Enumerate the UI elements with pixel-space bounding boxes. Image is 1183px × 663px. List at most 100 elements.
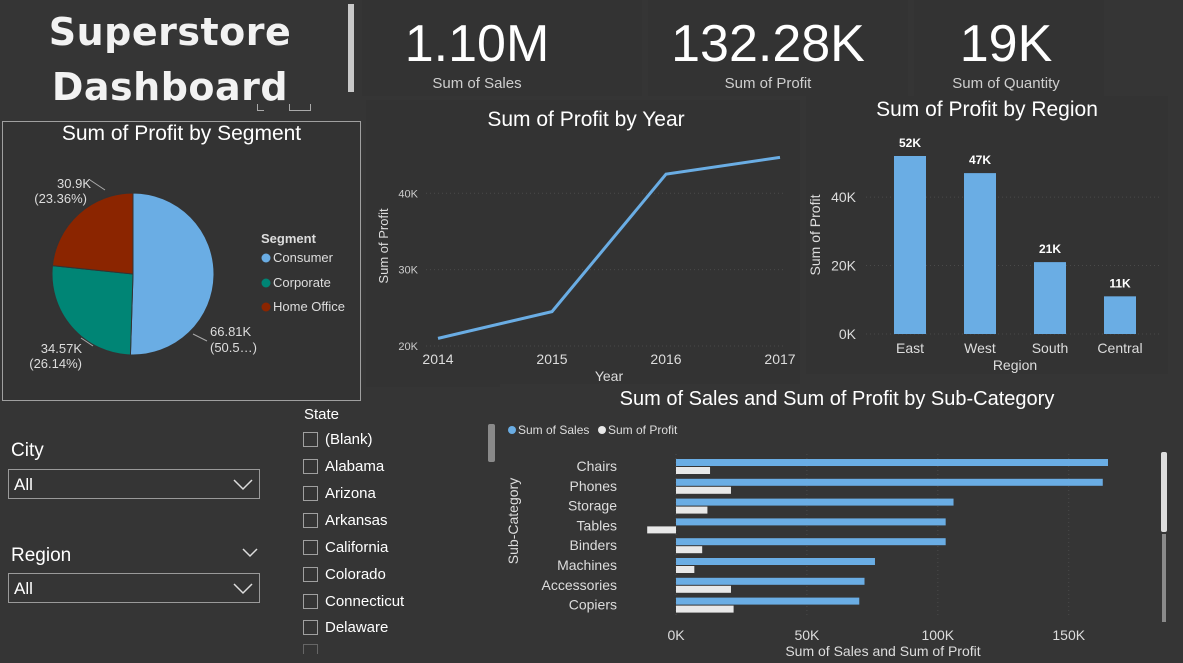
- subcat-profit-bar[interactable]: [676, 546, 703, 554]
- legend-dot-sales: [508, 426, 516, 434]
- more-options-icon[interactable]: [289, 104, 311, 111]
- state-list-scrollbar[interactable]: [488, 424, 495, 462]
- state-item[interactable]: California: [303, 536, 388, 558]
- state-item[interactable]: Delaware: [303, 616, 388, 638]
- state-item-label: Connecticut: [325, 592, 405, 610]
- region-bar[interactable]: [1034, 262, 1066, 334]
- checkbox[interactable]: [303, 593, 318, 609]
- checkbox[interactable]: [303, 431, 318, 447]
- pie-label-corporate-pct: (26.14%): [29, 356, 82, 371]
- kpi-sales-card: 1.10M Sum of Sales: [362, 0, 642, 96]
- region-bar[interactable]: [964, 173, 996, 334]
- subcat-y-tick-label: Copiers: [569, 597, 617, 613]
- focus-mode-icon[interactable]: [257, 104, 264, 111]
- region-bar-data-label: 52K: [899, 136, 921, 150]
- subcat-profit-bar[interactable]: [676, 585, 731, 593]
- subcat-sales-bar[interactable]: [676, 577, 865, 585]
- pie-slice-home-office[interactable]: [51, 192, 134, 275]
- year-chart-title: Sum of Profit by Year: [487, 108, 685, 131]
- year-x-tick-label: 2016: [650, 351, 681, 367]
- subcat-sales-bar[interactable]: [676, 459, 1108, 466]
- subcat-sales-bar[interactable]: [676, 597, 860, 605]
- subcat-x-tick-label: 0K: [667, 627, 685, 643]
- checkbox[interactable]: [303, 619, 318, 635]
- profit-by-year-chart[interactable]: Sum of Profit by Year 20K 30K 40K 2014 2015…: [366, 100, 800, 387]
- state-slicer-label: State: [304, 406, 340, 423]
- subcat-profit-bar[interactable]: [647, 526, 676, 534]
- state-item-label: Colorado: [325, 565, 386, 583]
- subcat-sales-bar[interactable]: [676, 518, 946, 526]
- subcat-y-tick-label: Tables: [577, 517, 617, 533]
- subcat-sales-bar[interactable]: [676, 478, 1103, 486]
- kpi-profit-value: 132.28K: [671, 15, 865, 73]
- subcat-sales-bar[interactable]: [676, 498, 954, 506]
- kpi-sales-value: 1.10M: [404, 15, 550, 73]
- region-bar[interactable]: [894, 156, 926, 334]
- legend-item-profit[interactable]: Sum of Profit: [598, 423, 678, 437]
- state-item[interactable]: Alabama: [303, 455, 384, 477]
- state-list-partial-item: [303, 644, 318, 654]
- subcat-y-tick-label: Phones: [570, 478, 617, 494]
- state-item-label: Arkansas: [325, 511, 388, 529]
- kpi-quantity-label: Sum of Quantity: [952, 75, 1060, 92]
- subcat-profit-bar[interactable]: [676, 566, 695, 573]
- region-x-tick-label: East: [896, 340, 924, 356]
- segment-pie-chart[interactable]: Sum of Profit by Segment 30.9K (23.36%) …: [2, 121, 361, 401]
- region-dropdown[interactable]: All: [8, 573, 260, 603]
- dashboard-title-line2: Dashboard: [51, 65, 289, 109]
- subcategory-chart[interactable]: Sum of Sales and Sum of Profit by Sub-Ca…: [500, 384, 1176, 663]
- checkbox[interactable]: [303, 566, 318, 582]
- checkbox[interactable]: [303, 485, 318, 501]
- segment-chart-title: Sum of Profit by Segment: [61, 122, 302, 145]
- year-x-tick-label: 2015: [536, 351, 567, 367]
- state-item-label: Alabama: [325, 457, 385, 475]
- subcat-profit-bar[interactable]: [676, 486, 731, 494]
- subcat-profit-bar[interactable]: [676, 506, 708, 514]
- region-y-tick-label: 20K: [831, 258, 857, 274]
- legend-item-home-office[interactable]: Home Office: [261, 299, 346, 314]
- pie-slice-corporate[interactable]: [51, 265, 134, 356]
- region-x-axis-label: Region: [993, 357, 1037, 373]
- subcat-sales-bar[interactable]: [676, 558, 875, 565]
- state-item[interactable]: Connecticut: [303, 590, 404, 612]
- subcat-scrollbar-thumb[interactable]: [1161, 452, 1167, 532]
- city-dropdown[interactable]: All: [8, 469, 260, 499]
- legend-item-consumer[interactable]: Consumer: [261, 250, 334, 265]
- subcat-y-tick-label: Binders: [570, 537, 617, 553]
- segment-pie-svg[interactable]: 30.9K (23.36%) 34.57K (26.14%) 66.81K (5…: [3, 122, 360, 400]
- year-profit-line[interactable]: [437, 155, 781, 340]
- checkbox[interactable]: [303, 512, 318, 528]
- city-slicer-label: City: [11, 440, 44, 461]
- year-line-svg[interactable]: 20K 30K 40K 2014 2015 2016 2017 Year Sum of P…: [366, 100, 800, 387]
- checkbox[interactable]: [303, 458, 318, 474]
- pie-leader-consumer: [192, 333, 208, 342]
- region-bar[interactable]: [1104, 296, 1136, 334]
- subcat-profit-bar[interactable]: [676, 605, 734, 613]
- subcat-x-tick-label: 50K: [794, 627, 820, 643]
- state-item[interactable]: Colorado: [303, 563, 386, 585]
- region-x-tick-label: Central: [1097, 340, 1142, 356]
- pie-label-home-office-pct: (23.36%): [34, 191, 87, 206]
- region-y-tick-label: 40K: [831, 189, 857, 205]
- subcat-sales-bar[interactable]: [676, 538, 946, 546]
- kpi-sales-label: Sum of Sales: [432, 75, 522, 92]
- region-bar-svg[interactable]: 0K 20K 40K 52K East 47K West 21K South 11K Centra…: [806, 96, 1168, 374]
- profit-by-region-chart[interactable]: Sum of Profit by Region 0K 20K 40K 52K East…: [806, 96, 1168, 374]
- subcat-scrollbar-track[interactable]: [1162, 534, 1166, 622]
- subcat-y-tick-label: Storage: [568, 498, 617, 514]
- state-item[interactable]: Arkansas: [303, 509, 388, 531]
- subcat-chart-title: Sum of Sales and Sum of Profit by Sub-Ca…: [619, 388, 1055, 410]
- pie-label-consumer-pct: (50.5…): [210, 340, 257, 355]
- subcat-x-axis-label: Sum of Sales and Sum of Profit: [785, 643, 980, 659]
- region-collapse-chevron-icon[interactable]: [242, 548, 258, 558]
- legend-item-corporate[interactable]: Corporate: [261, 275, 331, 290]
- legend-label-corporate: Corporate: [273, 275, 331, 290]
- state-item[interactable]: Arizona: [303, 482, 376, 504]
- kpi-profit-label: Sum of Profit: [724, 75, 812, 92]
- checkbox[interactable]: [303, 539, 318, 555]
- legend-item-sales[interactable]: Sum of Sales: [508, 423, 589, 437]
- state-item[interactable]: (Blank): [303, 428, 373, 450]
- subcat-bar-svg[interactable]: Sum of Sales Sum of Profit 0K 50K 100K 150K…: [500, 384, 1176, 663]
- pie-slice-consumer[interactable]: [129, 192, 215, 356]
- subcat-profit-bar[interactable]: [676, 467, 711, 474]
